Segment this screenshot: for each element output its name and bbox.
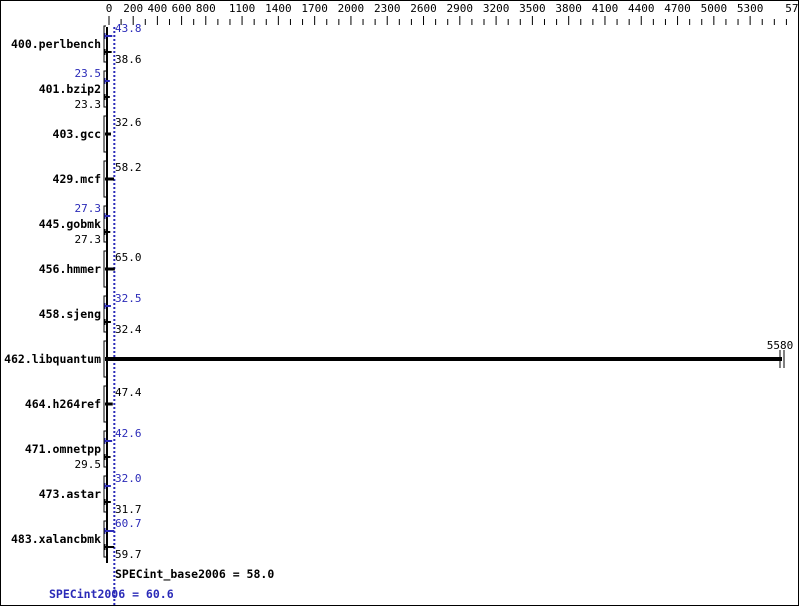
base-value-label: 32.4 (115, 323, 142, 336)
x-tick-label: 2600 (410, 2, 437, 15)
x-tick-label: 1100 (229, 2, 256, 15)
peak-value-label: 32.5 (115, 292, 142, 305)
benchmark-label: 445.gobmk (39, 217, 101, 231)
base-value-label: 23.3 (75, 98, 102, 111)
base-value-label: 27.3 (75, 233, 102, 246)
base-value-label: 65.0 (115, 251, 142, 264)
x-tick-label: 2900 (447, 2, 474, 15)
row-bracket (103, 115, 106, 153)
x-tick-label: 5000 (701, 2, 728, 15)
x-tick-label: 200 (123, 2, 143, 15)
x-tick-label: 2300 (374, 2, 401, 15)
x-tick-label: 4700 (664, 2, 691, 15)
base-value-label: 59.7 (115, 548, 142, 561)
row-bracket (103, 385, 106, 423)
x-tick-label: 1400 (265, 2, 292, 15)
row-bracket (103, 70, 106, 108)
x-tick-label: 5700 (785, 2, 798, 15)
benchmark-label: 464.h264ref (25, 397, 101, 411)
row-bracket (103, 520, 106, 558)
row-bracket (103, 295, 106, 333)
base-value-label: 29.5 (75, 458, 102, 471)
x-tick-label: 5300 (737, 2, 764, 15)
peak-value-label: 42.6 (115, 427, 142, 440)
x-tick-label: 0 (106, 2, 113, 15)
base-value-label: 47.4 (115, 386, 142, 399)
peak-value-label: 27.3 (75, 202, 102, 215)
base-value-label: 32.6 (115, 116, 142, 129)
row-bracket (103, 430, 106, 468)
x-tick-label: 600 (172, 2, 192, 15)
x-tick-label: 3800 (555, 2, 582, 15)
benchmark-label: 471.omnetpp (25, 442, 101, 456)
row-bracket (103, 475, 106, 513)
x-tick-label: 1700 (301, 2, 328, 15)
benchmark-label: 456.hmmer (39, 262, 101, 276)
benchmark-label: 429.mcf (53, 172, 102, 186)
benchmark-label: 473.astar (39, 487, 101, 501)
base-value-label: 58.2 (115, 161, 142, 174)
peak-value-label: 32.0 (115, 472, 142, 485)
x-tick-label: 400 (147, 2, 167, 15)
x-tick-label: 800 (196, 2, 216, 15)
x-tick-label: 3500 (519, 2, 546, 15)
peak-value-label: 60.7 (115, 517, 142, 530)
row-bracket (103, 25, 106, 63)
base-value-label: 5580 (767, 339, 794, 352)
benchmark-label: 400.perlbench (11, 37, 101, 51)
base-value-label: 31.7 (115, 503, 142, 516)
benchmark-label: 401.bzip2 (39, 82, 101, 96)
x-tick-label: 2000 (338, 2, 365, 15)
benchmark-label: 462.libquantum (4, 352, 101, 366)
benchmark-label: 458.sjeng (39, 307, 101, 321)
benchmark-label: 403.gcc (53, 127, 101, 141)
row-bracket (103, 205, 106, 243)
peak-value-label: 23.5 (75, 67, 102, 80)
base-value-label: 38.6 (115, 53, 142, 66)
row-bracket (103, 340, 106, 378)
benchmark-label: 483.xalancbmk (11, 532, 101, 546)
x-tick-label: 4400 (628, 2, 655, 15)
x-tick-label: 4100 (592, 2, 619, 15)
row-bracket (103, 250, 106, 288)
peak-summary-label: SPECint2006 = 60.6 (49, 587, 174, 601)
peak-value-label: 43.8 (115, 22, 142, 35)
row-bracket (103, 160, 106, 198)
base-summary-label: SPECint_base2006 = 58.0 (115, 567, 274, 582)
x-tick-label: 3200 (483, 2, 510, 15)
